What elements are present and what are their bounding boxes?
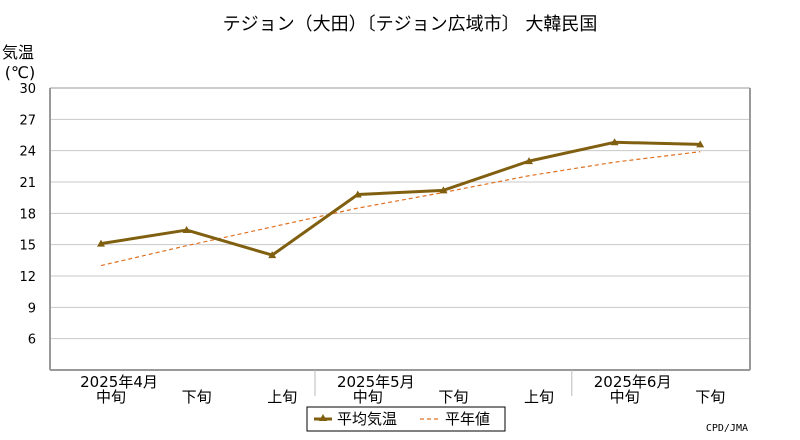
legend: 平均気温 平年値	[306, 406, 506, 432]
y-tick-label: 30	[19, 82, 36, 97]
data-point-average	[610, 138, 619, 146]
y-tick-label: 15	[19, 239, 36, 254]
series-layer	[97, 138, 705, 267]
legend-box	[306, 406, 506, 432]
x-category-label: 中旬	[353, 388, 383, 406]
data-point-average	[353, 190, 362, 198]
legend-label-average: 平均気温	[337, 410, 397, 428]
series-line-average	[100, 140, 701, 257]
y-tick-label: 27	[19, 113, 36, 128]
x-category-label: 中旬	[610, 388, 640, 406]
legend-marker-average	[319, 414, 327, 421]
x-category-label: 上旬	[524, 388, 554, 406]
chart-title: テジョン（大田）〔テジョン広域市〕 大韓民国	[223, 14, 598, 35]
x-month-label: 2025年6月	[594, 373, 672, 391]
data-point-average	[182, 226, 191, 234]
data-point-average	[97, 239, 105, 247]
data-point-average	[268, 251, 277, 259]
y-tick-label: 6	[28, 333, 36, 348]
y-tick-label: 9	[28, 301, 36, 316]
y-tick-labels: 6 9 12 15 18 21 24 27 30	[19, 82, 36, 348]
x-category-label: 下旬	[695, 388, 725, 406]
y-axis-unit: (℃)	[5, 63, 35, 82]
legend-label-normal: 平年値	[445, 410, 490, 428]
x-category-label: 中旬	[96, 388, 126, 406]
y-axis-label: 気温	[2, 43, 34, 62]
data-point-average	[439, 186, 448, 194]
y-tick-label: 12	[19, 270, 36, 285]
plot-area	[50, 88, 750, 370]
x-category-label: 下旬	[182, 388, 212, 406]
data-point-average	[696, 140, 705, 148]
x-month-label: 2025年4月	[80, 373, 158, 391]
source-credit: CPD/JMA	[706, 423, 748, 434]
plot-frame	[49, 87, 751, 396]
x-month-labels: 2025年4月 2025年5月 2025年6月	[80, 373, 671, 391]
y-tick-label: 18	[19, 207, 36, 222]
x-category-label: 下旬	[438, 388, 468, 406]
y-tick-label: 24	[19, 145, 36, 160]
x-category-label: 上旬	[267, 388, 297, 406]
x-month-label: 2025年5月	[337, 373, 415, 391]
y-tick-label: 21	[19, 176, 36, 191]
data-point-average	[525, 157, 533, 165]
x-category-labels: 中旬 下旬 上旬 中旬 下旬 上旬 中旬 下旬	[96, 388, 725, 406]
